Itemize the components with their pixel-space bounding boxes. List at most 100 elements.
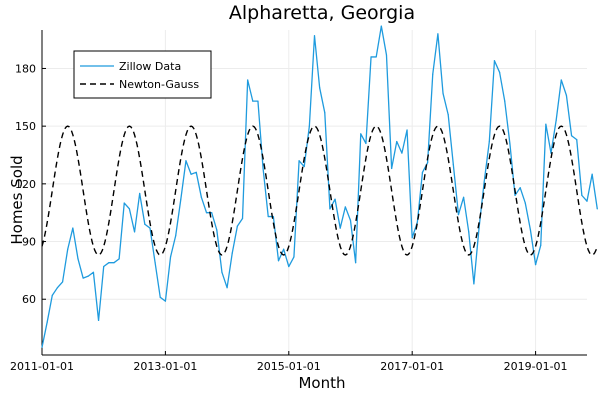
x-tick-label: 2011-01-01 bbox=[10, 360, 74, 373]
data-point-zillow-data bbox=[108, 262, 110, 264]
data-point-zillow-data bbox=[195, 171, 197, 173]
data-point-zillow-data bbox=[565, 94, 568, 96]
data-point-zillow-data bbox=[257, 100, 259, 102]
data-point-zillow-data bbox=[303, 165, 305, 168]
data-point-zillow-data bbox=[488, 140, 490, 143]
data-point-zillow-data bbox=[190, 173, 192, 175]
legend-label-newton-gauss: Newton-Gauss bbox=[119, 78, 199, 91]
x-tick-label: 2019-01-01 bbox=[504, 360, 568, 373]
data-point-zillow-data bbox=[103, 265, 105, 268]
data-point-zillow-data bbox=[61, 281, 64, 283]
x-tick-label: 2015-01-01 bbox=[257, 360, 321, 373]
data-point-zillow-data bbox=[493, 60, 496, 62]
data-point-zillow-data bbox=[365, 142, 367, 145]
ticks: 2011-01-01 2013-01-01 2015-01-01 2017-01-01… bbox=[10, 62, 568, 373]
x-axis-label: Month bbox=[298, 374, 345, 392]
data-point-zillow-data bbox=[576, 139, 578, 141]
data-point-zillow-data bbox=[293, 256, 295, 258]
data-point-zillow-data bbox=[411, 237, 413, 239]
data-point-zillow-data bbox=[524, 202, 526, 204]
data-point-zillow-data bbox=[113, 262, 115, 264]
legend: Zillow Data Newton-Gauss bbox=[73, 50, 212, 99]
data-point-zillow-data bbox=[396, 140, 398, 143]
data-point-zillow-data bbox=[283, 248, 285, 250]
data-point-zillow-data bbox=[370, 56, 372, 58]
data-point-zillow-data bbox=[267, 215, 269, 218]
data-point-zillow-data bbox=[514, 194, 516, 196]
data-point-zillow-data bbox=[205, 212, 208, 214]
data-point-zillow-data bbox=[391, 167, 393, 170]
data-point-zillow-data bbox=[360, 133, 362, 135]
data-point-zillow-data bbox=[591, 173, 593, 175]
data-point-zillow-data bbox=[560, 79, 562, 81]
data-point-zillow-data bbox=[534, 264, 537, 266]
data-point-zillow-data bbox=[144, 223, 146, 225]
data-point-zillow-data bbox=[77, 258, 79, 260]
data-point-zillow-data bbox=[319, 87, 321, 89]
data-point-zillow-data bbox=[442, 92, 444, 95]
plot-area bbox=[41, 30, 587, 356]
data-point-zillow-data bbox=[385, 54, 388, 56]
data-point-zillow-data bbox=[519, 187, 521, 189]
data-point-zillow-data bbox=[226, 287, 228, 289]
data-point-zillow-data bbox=[247, 79, 249, 81]
data-point-zillow-data bbox=[334, 198, 336, 200]
series-line-newton-gauss bbox=[41, 125, 598, 256]
data-point-zillow-data bbox=[457, 214, 460, 216]
data-point-zillow-data bbox=[437, 33, 439, 35]
data-point-zillow-data bbox=[375, 56, 377, 58]
data-point-zillow-data bbox=[581, 194, 583, 196]
legend-box bbox=[73, 50, 212, 99]
data-point-zillow-data bbox=[344, 206, 346, 208]
data-point-zillow-data bbox=[82, 277, 84, 279]
y-tick-label: 150 bbox=[15, 120, 36, 133]
data-point-zillow-data bbox=[164, 300, 166, 302]
data-point-zillow-data bbox=[241, 217, 244, 220]
data-point-zillow-data bbox=[97, 319, 100, 321]
data-point-zillow-data bbox=[509, 142, 511, 145]
data-point-zillow-data bbox=[185, 160, 187, 162]
data-point-zillow-data bbox=[128, 208, 131, 210]
data-point-zillow-data bbox=[545, 123, 547, 125]
data-point-zillow-data bbox=[92, 271, 95, 273]
data-point-zillow-data bbox=[313, 35, 316, 37]
data-point-zillow-data bbox=[175, 235, 177, 237]
data-point-zillow-data bbox=[180, 198, 182, 200]
data-point-zillow-data bbox=[149, 227, 151, 229]
data-point-zillow-data bbox=[427, 162, 429, 164]
data-point-zillow-data bbox=[154, 262, 156, 264]
data-point-zillow-data bbox=[159, 296, 161, 298]
data-point-zillow-data bbox=[262, 167, 264, 170]
data-point-zillow-data bbox=[272, 215, 274, 218]
data-point-zillow-data bbox=[555, 119, 557, 121]
data-point-zillow-data bbox=[421, 171, 424, 173]
data-point-zillow-data bbox=[200, 196, 202, 198]
data-point-zillow-data bbox=[473, 283, 475, 285]
data-point-zillow-data bbox=[380, 25, 382, 27]
y-tick-label: 120 bbox=[15, 178, 36, 191]
data-point-zillow-data bbox=[570, 135, 573, 137]
data-point-zillow-data bbox=[87, 275, 89, 277]
data-point-zillow-data bbox=[169, 256, 172, 258]
data-point-zillow-data bbox=[504, 100, 506, 102]
data-point-zillow-data bbox=[46, 321, 48, 323]
data-point-zillow-data bbox=[463, 196, 465, 198]
data-point-zillow-data bbox=[483, 181, 485, 183]
y-tick-label: 90 bbox=[22, 236, 36, 249]
data-point-zillow-data bbox=[67, 248, 69, 250]
data-point-zillow-data bbox=[586, 200, 588, 202]
data-point-zillow-data bbox=[221, 271, 223, 273]
data-point-zillow-data bbox=[211, 212, 213, 214]
y-tick-label: 60 bbox=[22, 293, 36, 306]
data-point-zillow-data bbox=[329, 208, 331, 210]
data-point-zillow-data bbox=[416, 221, 418, 223]
y-tick-label: 180 bbox=[15, 62, 36, 75]
data-point-zillow-data bbox=[41, 346, 43, 348]
data-point-zillow-data bbox=[339, 227, 341, 229]
data-point-zillow-data bbox=[72, 227, 74, 229]
data-point-zillow-data bbox=[288, 265, 290, 268]
data-point-zillow-data bbox=[252, 100, 254, 102]
data-point-zillow-data bbox=[133, 231, 136, 233]
data-point-zillow-data bbox=[51, 294, 53, 296]
